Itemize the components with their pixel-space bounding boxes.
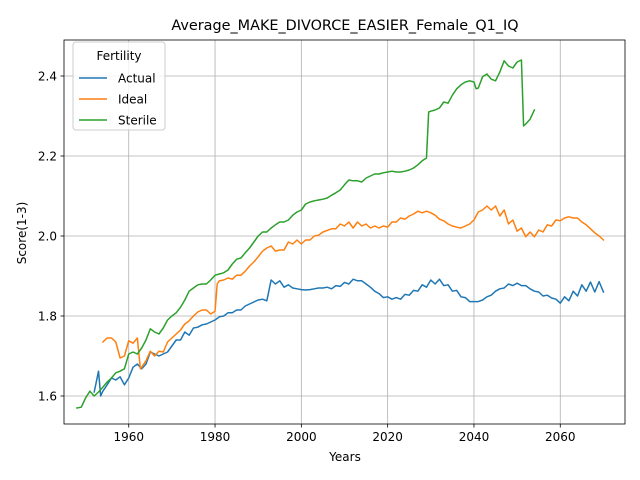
series-line-actual	[93, 278, 605, 397]
series-group	[76, 59, 605, 409]
x-tick-label: 2040	[459, 430, 490, 444]
series-line-ideal	[101, 205, 605, 370]
legend-title: Fertility	[96, 49, 141, 63]
legend-box	[72, 41, 166, 131]
x-tick-label: 2020	[372, 430, 403, 444]
y-tick-label: 2.2	[38, 149, 57, 163]
plot-frame	[63, 39, 626, 425]
x-axis-label: Years	[328, 450, 361, 464]
y-tick-label: 2.4	[38, 69, 57, 83]
legend-items: Actual Ideal Sterile	[79, 71, 157, 127]
x-tick-label: 2060	[545, 430, 576, 444]
y-tick-label: 1.6	[38, 389, 57, 403]
y-tick-label: 1.8	[38, 309, 57, 323]
legend-label-actual: Actual	[118, 71, 156, 85]
x-tick-label: 1980	[200, 430, 231, 444]
grid	[64, 40, 625, 424]
legend: Fertility Actual Ideal Sterile	[72, 41, 166, 131]
legend-label-ideal: Ideal	[118, 92, 147, 106]
y-axis-label: Score(1-3)	[15, 202, 29, 265]
x-tick-label: 1960	[113, 430, 144, 444]
chart-title: Average_MAKE_DIVORCE_EASIER_Female_Q1_IQ	[171, 18, 518, 34]
legend-label-sterile: Sterile	[118, 113, 157, 127]
series-line-sterile	[76, 59, 536, 409]
y-tick-label: 2.0	[38, 229, 57, 243]
axis-ticks: 1960 1980 2000 2020 2040 2060 1.6 1.8 2.0 2.2 2.4	[38, 69, 576, 444]
x-tick-label: 2000	[286, 430, 317, 444]
